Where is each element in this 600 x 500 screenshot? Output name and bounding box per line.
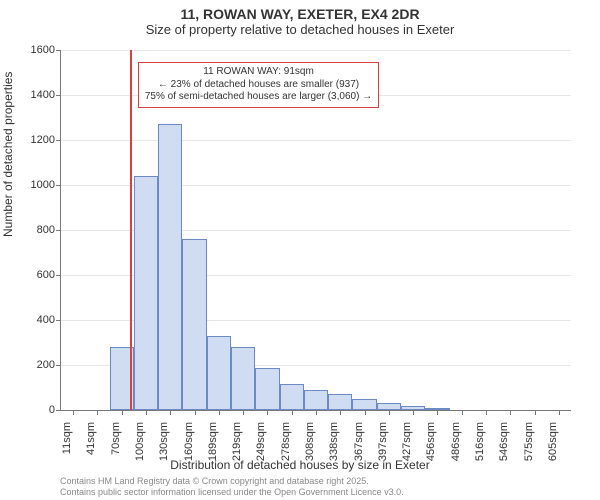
xtick-label: 575sqm <box>523 422 535 461</box>
xtick-mark <box>170 410 171 415</box>
xtick-label: 189sqm <box>207 422 219 461</box>
histogram-bar <box>280 384 304 410</box>
histogram-bar <box>304 390 328 410</box>
ytick-mark <box>56 50 61 51</box>
ytick-mark <box>56 95 61 96</box>
xtick-mark <box>413 410 414 415</box>
ytick-label: 0 <box>49 404 55 416</box>
xtick-mark <box>365 410 366 415</box>
xtick-label: 456sqm <box>425 422 437 461</box>
xtick-mark <box>73 410 74 415</box>
xtick-mark <box>462 410 463 415</box>
xtick-label: 546sqm <box>498 422 510 461</box>
xtick-mark <box>510 410 511 415</box>
ytick-mark <box>56 320 61 321</box>
ytick-label: 1400 <box>31 89 55 101</box>
xtick-label: 41sqm <box>85 422 97 455</box>
xtick-label: 160sqm <box>183 422 195 461</box>
histogram-bar <box>207 336 231 410</box>
xtick-label: 219sqm <box>231 422 243 461</box>
xtick-mark <box>292 410 293 415</box>
xtick-label: 100sqm <box>134 422 146 461</box>
ytick-label: 1200 <box>31 134 55 146</box>
chart-container: 11, ROWAN WAY, EXETER, EX4 2DR Size of p… <box>0 0 600 500</box>
xtick-label: 11sqm <box>61 422 73 454</box>
histogram-bar <box>352 399 376 410</box>
marker-line <box>130 50 132 410</box>
annotation-line: 11 ROWAN WAY: 91sqm <box>145 66 372 79</box>
ytick-label: 600 <box>37 269 55 281</box>
xtick-label: 308sqm <box>304 422 316 461</box>
chart-title: 11, ROWAN WAY, EXETER, EX4 2DR <box>0 0 600 22</box>
xtick-mark <box>535 410 536 415</box>
xtick-mark <box>243 410 244 415</box>
histogram-bar <box>328 394 352 410</box>
footer-line-2: Contains public sector information licen… <box>60 487 404 498</box>
xtick-label: 249sqm <box>255 422 267 461</box>
ytick-mark <box>56 275 61 276</box>
xtick-label: 367sqm <box>353 422 365 461</box>
xtick-mark <box>559 410 560 415</box>
annotation-line: 75% of semi-detached houses are larger (… <box>145 91 372 104</box>
xtick-label: 427sqm <box>401 422 413 461</box>
ytick-mark <box>56 185 61 186</box>
xtick-label: 486sqm <box>450 422 462 461</box>
xtick-mark <box>437 410 438 415</box>
xtick-label: 338sqm <box>328 422 340 461</box>
xtick-label: 278sqm <box>280 422 292 461</box>
xtick-mark <box>340 410 341 415</box>
xtick-mark <box>219 410 220 415</box>
xtick-label: 130sqm <box>158 422 170 461</box>
xtick-mark <box>486 410 487 415</box>
xtick-mark <box>389 410 390 415</box>
xtick-label: 397sqm <box>377 422 389 461</box>
histogram-bar <box>182 239 206 410</box>
ytick-label: 200 <box>37 359 55 371</box>
annotation-line: ← 23% of detached houses are smaller (93… <box>145 79 372 92</box>
xtick-mark <box>316 410 317 415</box>
x-axis-label: Distribution of detached houses by size … <box>0 458 600 472</box>
gridline <box>61 50 571 51</box>
chart-subtitle: Size of property relative to detached ho… <box>0 22 600 41</box>
chart-footer: Contains HM Land Registry data © Crown c… <box>60 476 404 498</box>
ytick-label: 800 <box>37 224 55 236</box>
ytick-mark <box>56 410 61 411</box>
ytick-label: 1000 <box>31 179 55 191</box>
xtick-mark <box>267 410 268 415</box>
ytick-mark <box>56 365 61 366</box>
annotation-box: 11 ROWAN WAY: 91sqm← 23% of detached hou… <box>138 62 379 108</box>
xtick-mark <box>97 410 98 415</box>
xtick-mark <box>195 410 196 415</box>
y-axis-label: Number of detached properties <box>1 72 15 237</box>
xtick-label: 516sqm <box>474 422 486 461</box>
ytick-label: 400 <box>37 314 55 326</box>
xtick-mark <box>122 410 123 415</box>
gridline <box>61 140 571 141</box>
histogram-bar <box>158 124 182 410</box>
histogram-bar <box>255 368 279 410</box>
footer-line-1: Contains HM Land Registry data © Crown c… <box>60 476 404 487</box>
histogram-bar <box>377 403 401 410</box>
xtick-mark <box>146 410 147 415</box>
xtick-label: 605sqm <box>547 422 559 461</box>
histogram-bar <box>231 347 255 410</box>
ytick-mark <box>56 230 61 231</box>
ytick-label: 1600 <box>31 44 55 56</box>
histogram-bar <box>134 176 158 410</box>
ytick-mark <box>56 140 61 141</box>
xtick-label: 70sqm <box>110 422 122 455</box>
plot-area: 0200400600800100012001400160011sqm41sqm7… <box>60 50 571 411</box>
